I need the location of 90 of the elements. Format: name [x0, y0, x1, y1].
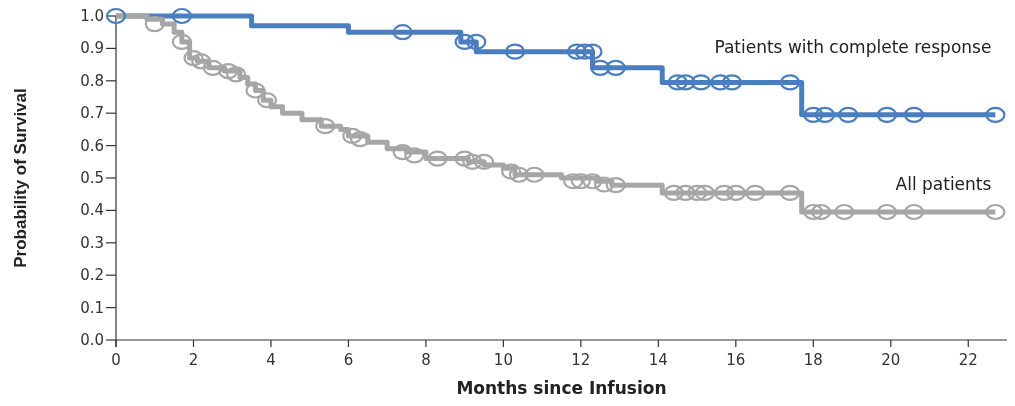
point: [985, 203, 1006, 221]
point: [501, 163, 522, 180]
point: [667, 74, 688, 91]
y-tick-label: 0.9: [80, 39, 104, 58]
x-tick-label: 0: [111, 351, 121, 369]
x-tick-label: 10: [493, 351, 513, 369]
point: [876, 106, 898, 123]
point: [594, 176, 615, 193]
point: [810, 203, 832, 221]
point: [563, 173, 584, 190]
series-label: Patients with complete response: [714, 36, 992, 57]
point: [574, 43, 595, 60]
point: [524, 166, 545, 183]
point: [256, 92, 278, 109]
point: [183, 50, 204, 67]
x-tick-label: 14: [648, 351, 668, 369]
y-tick-label: 0.3: [80, 233, 104, 252]
point: [582, 173, 603, 190]
point: [427, 150, 448, 167]
point: [605, 59, 626, 76]
point: [504, 43, 526, 60]
point: [392, 24, 413, 41]
point: [803, 106, 824, 123]
y-tick-label: 0.1: [80, 298, 104, 317]
x-tick-label: 8: [421, 351, 431, 369]
point: [605, 177, 626, 194]
point: [876, 203, 898, 221]
point: [349, 131, 371, 148]
y-tick-label: 0.2: [80, 266, 104, 285]
x-tick-label: 6: [343, 351, 354, 369]
point: [710, 74, 731, 91]
point: [462, 153, 483, 170]
point: [473, 153, 495, 170]
x-tick-label: 20: [881, 351, 901, 369]
x-axis-title: Months since Infusion: [456, 378, 667, 398]
y-tick-label: 0.4: [80, 201, 104, 220]
point: [202, 59, 223, 76]
y-tick-label: 0.0: [80, 331, 104, 349]
y-tick-label: 0.5: [80, 169, 104, 187]
point: [590, 59, 611, 76]
x-tick-label: 4: [266, 351, 276, 369]
y-tick-label: 0.8: [80, 71, 104, 90]
point: [838, 106, 859, 123]
point: [315, 118, 336, 135]
x-tick-label: 2: [188, 351, 199, 369]
point: [191, 53, 212, 70]
x-tick-label: 16: [726, 351, 746, 369]
point: [694, 184, 715, 201]
point: [779, 184, 801, 201]
point: [721, 74, 743, 91]
point: [392, 143, 413, 161]
point: [105, 7, 127, 25]
point: [686, 184, 708, 201]
x-tick-label: 22: [958, 351, 978, 369]
point: [566, 43, 588, 60]
point: [466, 33, 487, 51]
point: [985, 106, 1006, 123]
point: [582, 43, 603, 60]
point: [663, 184, 684, 201]
point: [342, 127, 363, 144]
point: [570, 173, 591, 190]
point: [218, 62, 239, 80]
point: [508, 166, 529, 183]
point: [834, 203, 855, 221]
point: [745, 184, 766, 201]
point: [803, 203, 824, 221]
point: [245, 82, 266, 99]
y-tick-label: 0.6: [80, 136, 104, 155]
point: [454, 33, 475, 51]
series-label: All patients: [895, 174, 992, 195]
point: [903, 203, 925, 221]
x-tick-label: 18: [803, 351, 823, 369]
point: [225, 66, 247, 83]
y-tick-label: 0.7: [80, 104, 104, 123]
point: [779, 74, 801, 91]
point: [675, 74, 696, 91]
point: [903, 106, 925, 123]
point: [144, 16, 165, 33]
point: [454, 150, 475, 167]
point: [171, 7, 192, 25]
point: [814, 106, 836, 123]
point: [404, 147, 425, 164]
y-tick-label: 1.0: [80, 7, 104, 25]
point: [690, 74, 712, 91]
point: [171, 33, 192, 51]
x-tick-label: 12: [571, 351, 591, 369]
point: [725, 184, 746, 201]
point: [714, 184, 735, 201]
point: [675, 184, 696, 201]
y-axis-title: Probability of Survival: [11, 88, 30, 268]
